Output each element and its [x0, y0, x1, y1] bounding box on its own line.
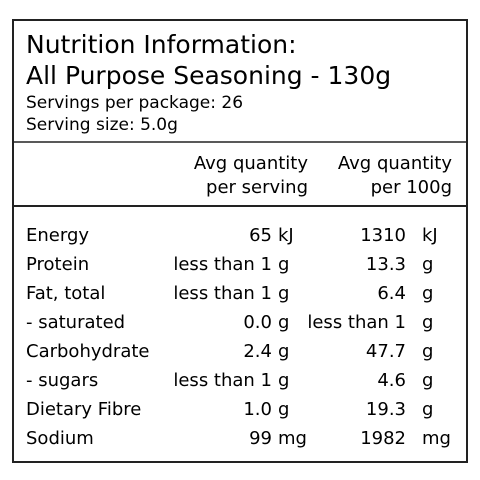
panel-border — [12, 19, 468, 463]
unit: g — [422, 283, 433, 304]
nutrient-name: Energy — [26, 225, 89, 246]
unit: g — [422, 399, 433, 420]
serving-size: Serving size: 5.0g — [26, 115, 178, 135]
quantity: 1982 — [360, 428, 406, 449]
quantity: 4.6 — [377, 370, 406, 391]
unit: kJ — [422, 225, 438, 246]
nutrient-name: Sodium — [26, 428, 94, 449]
quantity: less than 1 — [173, 283, 272, 304]
unit: g — [422, 312, 433, 333]
unit: g — [278, 283, 289, 304]
nutrient-name: - sugars — [26, 370, 98, 391]
quantity: less than 1 — [173, 370, 272, 391]
quantity: 65 — [249, 225, 272, 246]
nutrient-name: Dietary Fibre — [26, 399, 141, 420]
quantity: less than 1 — [173, 254, 272, 275]
unit: g — [278, 399, 289, 420]
quantity: 47.7 — [366, 341, 406, 362]
unit: g — [422, 254, 433, 275]
quantity: 0.0 — [243, 312, 272, 333]
subtitle: All Purpose Seasoning - 130g — [26, 61, 391, 90]
quantity: less than 1 — [307, 312, 406, 333]
unit: g — [278, 341, 289, 362]
unit: kJ — [278, 225, 294, 246]
quantity: 99 — [249, 428, 272, 449]
servings-per-package: Servings per package: 26 — [26, 93, 243, 113]
unit: mg — [278, 428, 307, 449]
nutrient-name: - saturated — [26, 312, 125, 333]
unit: g — [278, 312, 289, 333]
quantity: 6.4 — [377, 283, 406, 304]
unit: g — [422, 370, 433, 391]
quantity: 19.3 — [366, 399, 406, 420]
nutrient-name: Fat, total — [26, 283, 105, 304]
nutrient-name: Carbohydrate — [26, 341, 150, 362]
quantity: 13.3 — [366, 254, 406, 275]
unit: g — [278, 370, 289, 391]
column-header: Avg quantity — [194, 153, 308, 174]
unit: mg — [422, 428, 451, 449]
unit: g — [278, 254, 289, 275]
quantity: 2.4 — [243, 341, 272, 362]
quantity: 1310 — [360, 225, 406, 246]
quantity: 1.0 — [243, 399, 272, 420]
unit: g — [422, 341, 433, 362]
title: Nutrition Information: — [26, 30, 297, 59]
column-header: per serving — [206, 177, 308, 198]
column-header: per 100g — [371, 177, 452, 198]
column-header: Avg quantity — [338, 153, 452, 174]
nutrient-name: Protein — [26, 254, 89, 275]
